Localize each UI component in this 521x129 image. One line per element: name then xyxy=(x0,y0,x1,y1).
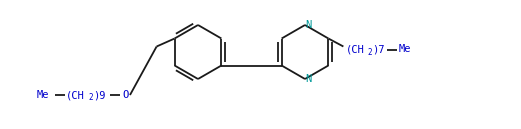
Text: N: N xyxy=(305,20,311,30)
Text: O: O xyxy=(122,90,128,100)
Text: 2: 2 xyxy=(88,94,93,103)
Text: Me: Me xyxy=(37,90,49,100)
Text: 2: 2 xyxy=(367,48,372,57)
Text: )7: )7 xyxy=(373,45,385,54)
Text: N: N xyxy=(305,74,311,84)
Text: Me: Me xyxy=(399,45,411,54)
Text: (CH: (CH xyxy=(345,45,364,54)
Text: (CH: (CH xyxy=(66,90,85,100)
Text: )9: )9 xyxy=(93,90,105,100)
